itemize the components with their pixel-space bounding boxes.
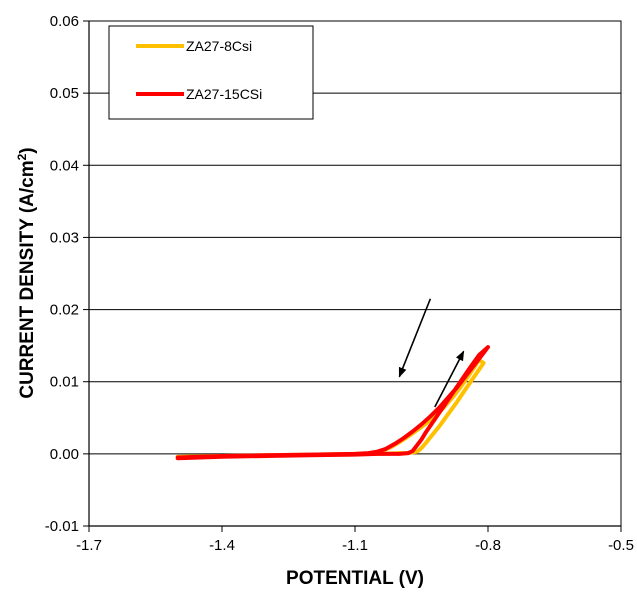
- axes: [83, 20, 622, 532]
- y-tick-label: -0.01: [45, 518, 79, 535]
- x-tick-label: -0.5: [608, 537, 634, 554]
- x-tick-label: -0.8: [475, 537, 501, 554]
- y-tick-label: 0.02: [50, 302, 79, 319]
- y-tick-label: 0.01: [50, 374, 79, 391]
- y-tick-label: 0.00: [50, 446, 79, 463]
- y-tick-label: 0.04: [50, 157, 79, 174]
- legend-label-za27-15csi: ZA27-15CSi: [186, 86, 262, 102]
- y-axis-title-main: CURRENT DENSITY (A/cm: [17, 160, 38, 398]
- x-tick-label: -1.1: [342, 537, 368, 554]
- arrow-annotation-down-left: [398, 298, 432, 378]
- arrow-annotation-up-right: [434, 350, 465, 408]
- x-axis-title: POTENTIAL (V): [286, 568, 424, 589]
- y-tick-label: 0.05: [50, 85, 79, 102]
- arrow-annotations: [398, 298, 465, 408]
- legend: ZA27-8Csi ZA27-15CSi: [108, 25, 314, 120]
- legend-box: [108, 25, 314, 120]
- y-tick-label: 0.06: [50, 13, 79, 30]
- x-tick-label: -1.7: [76, 537, 102, 554]
- series-line-za27-15csi: [175, 345, 490, 461]
- y-tick-label: 0.03: [50, 229, 79, 246]
- y-axis-title-superscript: 2: [15, 153, 29, 160]
- y-axis-title: CURRENT DENSITY (A/cm2): [15, 147, 38, 398]
- legend-label-za27-8csi: ZA27-8Csi: [186, 38, 252, 54]
- tick-labels: -0.01 0.00 0.01 0.02 0.03 0.04 0.05 0.06 -1.7 -1.…: [45, 13, 634, 554]
- y-axis-title-suffix: ): [17, 147, 38, 153]
- series-lines: [175, 345, 490, 461]
- x-tick-label: -1.4: [209, 537, 235, 554]
